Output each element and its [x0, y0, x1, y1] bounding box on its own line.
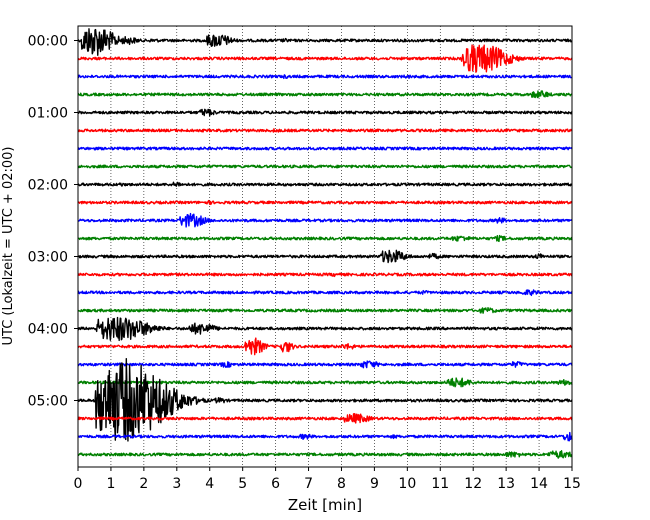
x-tick-label: 7 [304, 476, 313, 492]
x-tick-label: 5 [238, 476, 247, 492]
trace-line [77, 181, 573, 187]
x-tick-label: 9 [370, 476, 379, 492]
x-tick-label: 12 [464, 476, 482, 492]
y-tick-label: 01:00 [28, 106, 68, 122]
y-axis-title: UTC (Lokalzeit = UTC + 02:00) [1, 147, 16, 346]
trace-line [77, 316, 573, 342]
x-tick-label: 10 [398, 476, 416, 492]
x-tick-label: 0 [74, 476, 83, 492]
x-tick-label: 13 [497, 476, 515, 492]
trace-line [77, 146, 573, 151]
trace-line [77, 431, 573, 442]
trace-line [77, 272, 573, 278]
trace-line [77, 289, 573, 297]
y-tick-label: 00:00 [28, 34, 68, 50]
trace-line [77, 306, 573, 314]
plot-frame [77, 25, 573, 468]
x-tick-label: 4 [205, 476, 214, 492]
trace-line [77, 90, 573, 99]
x-tick-label: 1 [106, 476, 115, 492]
trace-line [77, 212, 573, 228]
x-tick-label: 2 [139, 476, 148, 492]
x-tick-label: 8 [337, 476, 346, 492]
trace-line [77, 412, 573, 424]
y-tick-label: 04:00 [28, 322, 68, 338]
trace-line [77, 74, 573, 80]
trace-line [77, 234, 573, 243]
x-axis-ticks: 0 1 2 3 4 5 6 7 8 9 10 11 12 13 14 15 [74, 467, 581, 492]
x-tick-label: 14 [530, 476, 548, 492]
x-tick-label: 6 [271, 476, 280, 492]
trace-line [77, 450, 573, 459]
trace-line [77, 360, 573, 369]
trace-line [77, 249, 573, 264]
y-tick-label: 03:00 [28, 250, 68, 266]
trace-line [77, 337, 573, 356]
trace-line [77, 358, 573, 442]
y-axis-ticks: 00:00 01:00 02:00 03:00 04:00 05:00 [28, 34, 78, 410]
trace-line [77, 164, 573, 169]
y-tick-label: 02:00 [28, 178, 68, 194]
trace-line [77, 199, 573, 206]
trace-line [77, 128, 573, 133]
trace-line [77, 44, 573, 73]
y-tick-label: 05:00 [28, 394, 68, 410]
seismic-traces [77, 28, 573, 459]
x-tick-label: 15 [563, 476, 581, 492]
x-tick-label: 11 [431, 476, 449, 492]
trace-line [77, 108, 573, 117]
trace-line [77, 28, 573, 56]
x-tick-label: 3 [172, 476, 181, 492]
x-axis-title: Zeit [min] [288, 496, 362, 514]
